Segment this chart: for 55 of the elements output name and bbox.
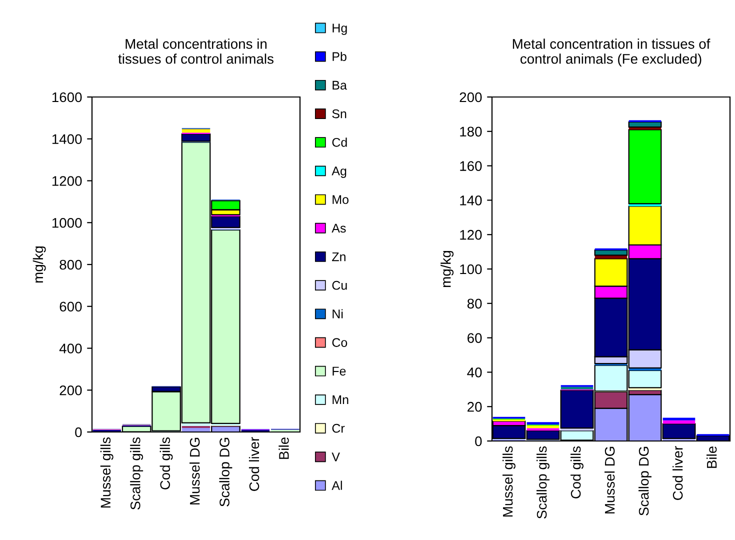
x-tick-label: Bile bbox=[706, 446, 717, 468]
y-tick-label: 200 bbox=[60, 385, 82, 396]
legend-label: Mo bbox=[332, 195, 348, 204]
y-tick-label: 1200 bbox=[52, 176, 82, 186]
y-tick-label: 0 bbox=[475, 436, 482, 446]
y-tick-label: 180 bbox=[460, 126, 482, 137]
y-tick-label: 400 bbox=[59, 344, 82, 354]
x-tick-label: Cod gills bbox=[160, 437, 173, 490]
y-axis-title: mg/kg bbox=[440, 250, 454, 287]
x-tick-label: Mussel gills bbox=[502, 446, 516, 516]
x-tick-label: Scallop gills bbox=[536, 446, 550, 519]
x-tick-label: Cod liver bbox=[248, 437, 260, 491]
y-tick-label: 20 bbox=[468, 402, 482, 412]
y-tick-label: 1000 bbox=[52, 218, 82, 228]
y-tick-label: 140 bbox=[460, 196, 482, 206]
y-tick-label: 0 bbox=[75, 427, 82, 438]
x-tick-label: Bile bbox=[278, 437, 289, 459]
legend-label: As bbox=[332, 224, 346, 233]
x-tick-label: Cod liver bbox=[672, 446, 683, 500]
legend-label: Al bbox=[332, 480, 342, 490]
legend-label: V bbox=[332, 452, 340, 462]
y-tick-label: 600 bbox=[60, 302, 82, 312]
legend-label: Cr bbox=[332, 424, 345, 433]
legend-label: Zn bbox=[332, 252, 346, 262]
x-tick-label: Mussel gills bbox=[100, 437, 114, 508]
legend-label: Cd bbox=[332, 138, 347, 147]
legend-label: Hg bbox=[332, 24, 347, 35]
chart-title: Metal concentration in tissues of control animals (Fe excluded) bbox=[512, 38, 710, 67]
x-tick-label: Scallop DG bbox=[638, 446, 652, 516]
legend-label: Mn bbox=[332, 395, 348, 404]
legend-label: Pb bbox=[332, 52, 346, 62]
legend-label: Ni bbox=[332, 309, 343, 318]
x-tick-label: Mussel DG bbox=[190, 438, 200, 504]
y-tick-label: 1600 bbox=[52, 92, 82, 102]
legend-label: Fe bbox=[332, 366, 346, 376]
y-tick-label: 1400 bbox=[52, 134, 82, 144]
legend-label: Co bbox=[332, 338, 348, 347]
legend-label: Cu bbox=[332, 280, 347, 290]
y-tick-label: 40 bbox=[467, 368, 482, 378]
legend-label: Ba bbox=[332, 80, 347, 90]
x-tick-label: Scallop gills bbox=[130, 437, 144, 510]
y-axis-title: mg/kg bbox=[32, 246, 46, 282]
legend-label: Ag bbox=[332, 166, 346, 178]
chart-title: Metal concentrations in tissues of control animals bbox=[118, 38, 274, 64]
x-tick-label: Scallop DG bbox=[219, 438, 232, 506]
y-tick-label: 100 bbox=[460, 264, 482, 274]
y-tick-label: 120 bbox=[460, 230, 482, 240]
y-tick-label: 160 bbox=[460, 161, 482, 171]
y-tick-label: 60 bbox=[468, 333, 482, 343]
legend-label: Sn bbox=[332, 109, 346, 118]
x-tick-label: Cod gills bbox=[570, 446, 584, 498]
x-tick-label: Mussel DG bbox=[604, 446, 615, 514]
y-tick-label: 800 bbox=[60, 260, 82, 270]
y-tick-label: 80 bbox=[467, 298, 482, 309]
y-tick-label: 200 bbox=[460, 92, 482, 102]
